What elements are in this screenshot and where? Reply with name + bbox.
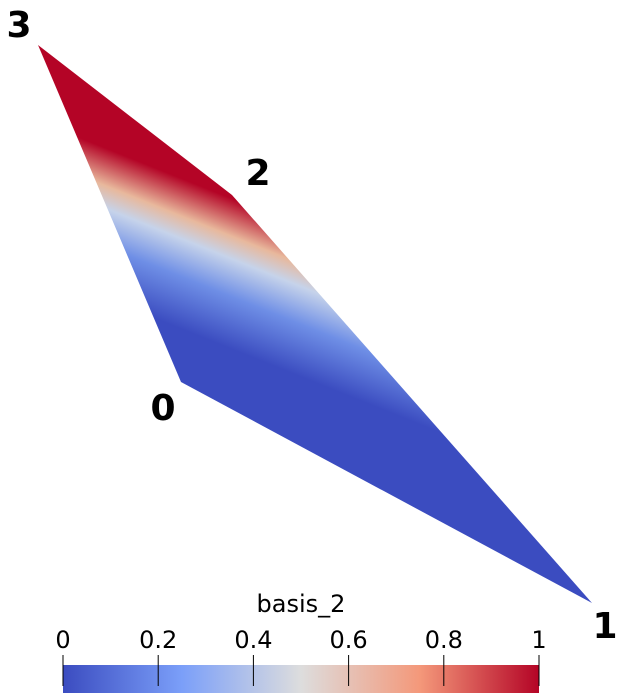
colorbar-tick-label: 0.2 (139, 626, 177, 654)
colorbar-tick-label: 0.4 (234, 626, 272, 654)
mesh-surface (38, 45, 592, 603)
colorbar-tick-label: 0.8 (425, 626, 463, 654)
colorbar-tick-label: 1 (531, 626, 546, 654)
vertex-label: 3 (6, 5, 31, 46)
colorbar (63, 665, 539, 693)
colorbar-tick-label: 0.6 (330, 626, 368, 654)
vertex-label: 1 (592, 606, 617, 647)
colorbar-title: basis_2 (257, 590, 346, 618)
colorbar-tick-label: 0 (55, 626, 70, 654)
vertex-label: 0 (150, 388, 175, 429)
vertex-label: 2 (245, 153, 270, 194)
